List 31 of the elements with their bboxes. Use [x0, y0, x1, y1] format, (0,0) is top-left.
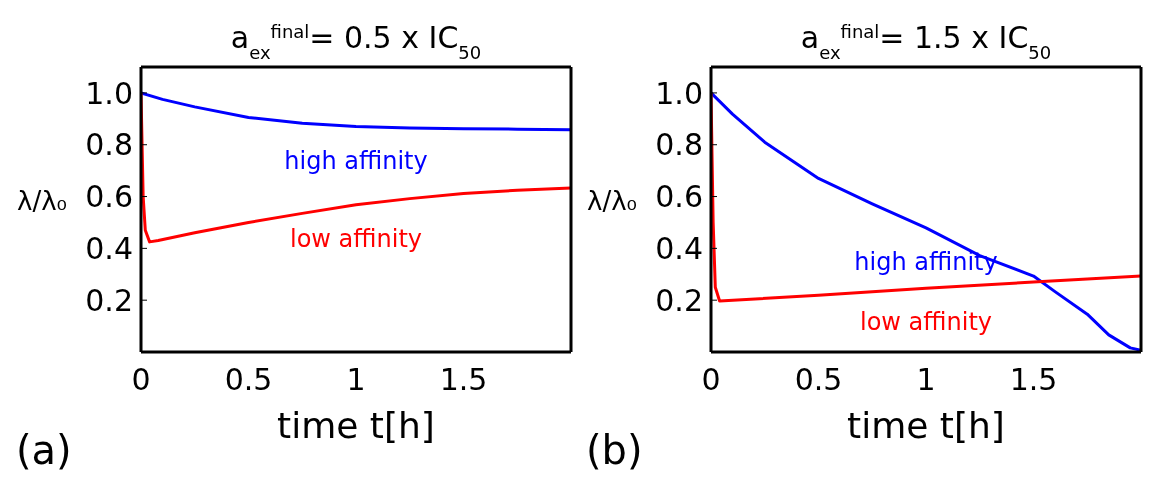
x-tick-label: 1.5 [1009, 362, 1058, 397]
chart-title: a$_{ex}$$^{final}$= 1.5 x IC$_{50}$ [800, 20, 1052, 63]
x-tick-label: 0.5 [224, 362, 273, 397]
text: (a) [16, 427, 72, 473]
x-tick-label: 1 [346, 362, 366, 397]
x-tick-label: 0 [131, 362, 151, 397]
x-tick-label: 0.5 [794, 362, 843, 397]
series-label: high affinity [284, 146, 428, 175]
x-axis-title: time t[h] [847, 405, 1005, 446]
text: (b) [586, 427, 643, 473]
x-axis-title: time t[h] [277, 405, 435, 446]
y-axis-title: λ/λ₀ [17, 185, 67, 216]
series-label: low affinity [859, 308, 993, 337]
y-tick-label: 0.6 [85, 179, 133, 215]
y-tick-label: 0.2 [85, 282, 133, 318]
y-tick-label: 0.8 [655, 127, 703, 163]
x-tick-label: 1.5 [439, 362, 488, 397]
y-axis-title: λ/λ₀ [587, 185, 637, 216]
y-tick-label: 0.6 [655, 179, 703, 215]
y-tick-label: 1.0 [85, 75, 133, 111]
y-tick-label: 0.8 [85, 127, 133, 163]
y-tick-label: 0.4 [655, 231, 703, 267]
series-label: low affinity [289, 224, 423, 253]
chart-title: a$_{ex}$$^{final}$= 0.5 x IC$_{50}$ [230, 20, 482, 63]
x-tick-label: 1 [916, 362, 936, 397]
y-tick-label: 1.0 [655, 75, 703, 111]
y-tick-label: 0.4 [85, 231, 133, 267]
x-tick-label: 0 [701, 362, 721, 397]
y-tick-label: 0.2 [655, 282, 703, 318]
series-label: high affinity [854, 247, 998, 276]
line-series [141, 91, 571, 132]
